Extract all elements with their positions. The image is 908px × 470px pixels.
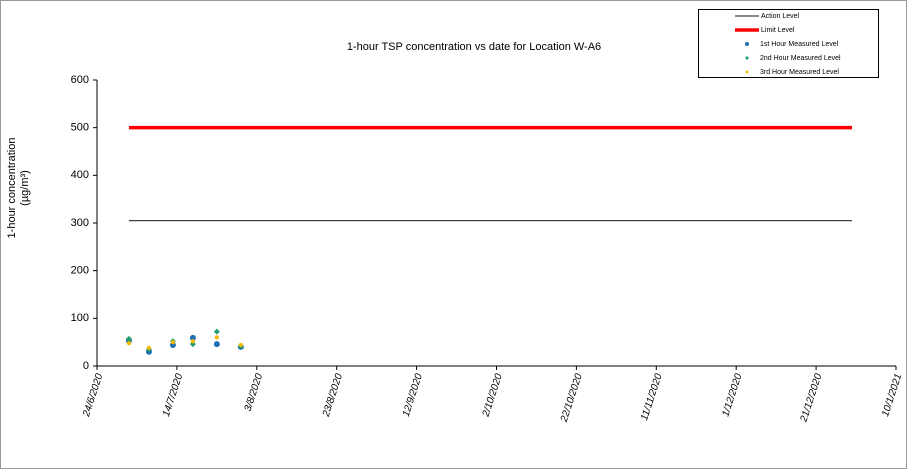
- y-axis-label: (µg/m³): [19, 170, 31, 206]
- data-point: [238, 342, 243, 348]
- legend-label: 1st Hour Measured Level: [760, 41, 839, 48]
- legend-label: 3rd Hour Measured Level: [760, 69, 839, 76]
- y-tick-label: 0: [83, 360, 89, 372]
- data-point: [190, 339, 195, 344]
- data-point: [125, 335, 132, 342]
- legend-swatch: [745, 56, 749, 60]
- data-point: [126, 341, 132, 346]
- data-point: [146, 345, 152, 350]
- legend-label: Limit Level: [761, 27, 795, 34]
- legend-swatch: [745, 42, 749, 46]
- y-tick-label: 200: [71, 265, 89, 277]
- legend-label: 2nd Hour Measured Level: [760, 55, 841, 62]
- data-point: [214, 335, 219, 340]
- y-tick-label: 100: [71, 312, 89, 324]
- data-point: [170, 340, 176, 345]
- data-point: [213, 328, 220, 335]
- data-point: [213, 341, 220, 348]
- legend-box: [698, 9, 879, 78]
- y-tick-label: 600: [71, 74, 89, 86]
- y-tick-label: 300: [71, 217, 89, 229]
- y-tick-label: 500: [71, 122, 89, 134]
- chart-title: 1-hour TSP concentration vs date for Loc…: [347, 41, 601, 53]
- data-point: [189, 334, 196, 341]
- legend-label: Action Level: [761, 13, 800, 20]
- y-axis-label: 1-hour concentration: [6, 138, 18, 239]
- legend-swatch: [745, 70, 749, 74]
- y-tick-label: 400: [71, 169, 89, 181]
